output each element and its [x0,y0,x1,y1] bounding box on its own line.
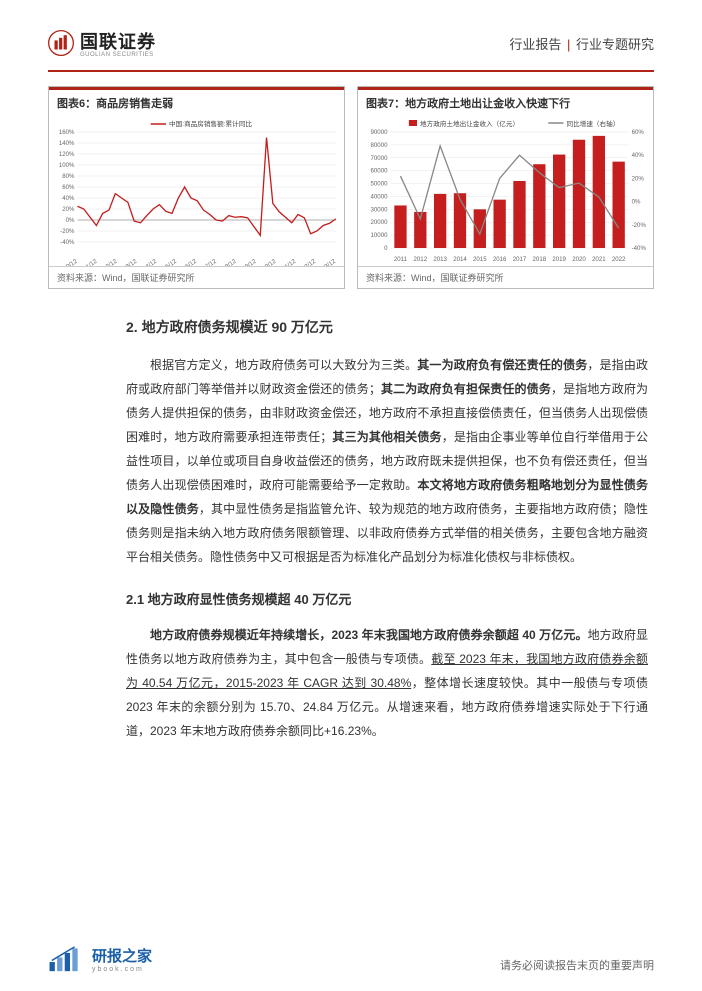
chart-7-plot: 0 10000 20000 30000 40000 50000 60000 70000 8000… [358,116,653,266]
report-type: 行业报告 | 行业专题研究 [509,34,654,53]
svg-text:2017: 2017 [513,257,527,263]
svg-text:2021: 2021 [592,257,606,263]
svg-text:同比增速（右轴）: 同比增速（右轴） [567,119,620,128]
svg-text:70000: 70000 [371,156,389,162]
svg-text:2010/12: 2010/12 [57,258,79,266]
svg-text:20%: 20% [632,176,645,182]
svg-text:2022/12: 2022/12 [296,258,318,266]
svg-text:50000: 50000 [371,182,389,188]
company-name-cn: 国联证券 [80,28,156,54]
svg-text:2015/12: 2015/12 [156,258,178,266]
footer-disclaimer: 请务必阅读报告末页的重要声明 [500,957,654,973]
chart-6-title: 图表6：商品房销售走弱 [57,98,173,110]
svg-text:80000: 80000 [371,143,389,149]
company-name-en: GUOLIAN SECURITIES [80,52,156,58]
svg-text:160%: 160% [59,130,75,136]
company-logo: 国联证券 GUOLIAN SECURITIES [48,28,156,58]
charts-row: 图表6：商品房销售走弱 -40% -20% 0% 20% 40% 60% 80% 100% 12… [48,86,654,289]
svg-text:-40%: -40% [60,240,75,246]
svg-text:2016: 2016 [493,257,507,263]
page-header: 国联证券 GUOLIAN SECURITIES 行业报告 | 行业专题研究 [48,28,654,64]
svg-text:60%: 60% [62,185,75,191]
svg-text:2015: 2015 [473,257,487,263]
svg-text:2013: 2013 [433,257,447,263]
svg-text:2018/12: 2018/12 [216,258,238,266]
chart-6-container: 图表6：商品房销售走弱 -40% -20% 0% 20% 40% 60% 80% 100% 12… [48,86,345,289]
report-type-left: 行业报告 [509,37,561,52]
footer-url: ybook.com [92,966,152,973]
svg-text:地方政府土地出让金收入（亿元）: 地方政府土地出让金收入（亿元） [420,119,519,128]
svg-text:140%: 140% [59,141,75,147]
svg-text:-20%: -20% [632,223,647,229]
section-2-1-para-1: 地方政府债券规模近年持续增长，2023 年末我国地方政府债券余额超 40 万亿元… [126,623,648,743]
svg-text:2011: 2011 [394,257,408,263]
svg-text:20000: 20000 [371,220,389,226]
svg-text:40%: 40% [632,153,645,159]
svg-text:2020/12: 2020/12 [256,258,278,266]
svg-text:2019/12: 2019/12 [236,258,258,266]
section-2-heading: 2. 地方政府债务规模近 90 万亿元 [126,313,648,341]
svg-text:-40%: -40% [632,246,647,252]
footer-brand: 研报之家 [92,945,152,966]
svg-text:0%: 0% [66,218,75,224]
svg-text:2017/12: 2017/12 [196,258,218,266]
svg-text:2012: 2012 [414,257,428,263]
page-footer: 研报之家 ybook.com 请务必阅读报告末页的重要声明 [0,945,702,973]
svg-text:60000: 60000 [371,169,389,175]
svg-text:2014: 2014 [453,257,467,263]
svg-text:20%: 20% [62,207,75,213]
chart-7-source: 资料来源：Wind，国联证券研究所 [358,266,653,288]
header-rule [48,70,654,72]
guolian-logo-icon [48,30,74,56]
ybook-logo-icon [48,945,86,973]
section-2-1-heading: 2.1 地方政府显性债务规模超 40 万亿元 [126,587,648,613]
svg-text:30000: 30000 [371,207,389,213]
svg-text:2020: 2020 [572,257,586,263]
svg-text:中国:商品房销售额:累计同比: 中国:商品房销售额:累计同比 [169,119,252,128]
chart-6-source: 资料来源：Wind，国联证券研究所 [49,266,344,288]
svg-text:2022: 2022 [612,257,626,263]
section-2-para-1: 根据官方定义，地方政府债务可以大致分为三类。其一为政府负有偿还责任的债务，是指由… [126,353,648,569]
report-type-right: 行业专题研究 [576,37,654,52]
svg-text:80%: 80% [62,174,75,180]
svg-text:2011/12: 2011/12 [77,258,99,266]
svg-text:2012/12: 2012/12 [97,258,119,266]
chart-6-plot: -40% -20% 0% 20% 40% 60% 80% 100% 120% 140% 160% 20… [49,116,344,266]
svg-text:2023/12: 2023/12 [315,258,337,266]
svg-text:40000: 40000 [371,194,389,200]
svg-text:2014/12: 2014/12 [137,258,159,266]
svg-text:2013/12: 2013/12 [117,258,139,266]
svg-text:40%: 40% [62,196,75,202]
svg-text:0: 0 [384,246,388,252]
svg-text:-20%: -20% [60,229,75,235]
svg-text:60%: 60% [632,130,645,136]
svg-text:2021/12: 2021/12 [276,258,298,266]
svg-text:120%: 120% [59,152,75,158]
separator-icon: | [567,37,570,52]
svg-text:90000: 90000 [371,130,389,136]
body-text: 2. 地方政府债务规模近 90 万亿元 根据官方定义，地方政府债务可以大致分为三… [48,313,654,743]
svg-text:2016/12: 2016/12 [176,258,198,266]
chart-7-container: 图表7：地方政府土地出让金收入快速下行 0 10000 20000 30000 4000… [357,86,654,289]
chart-7-title: 图表7：地方政府土地出让金收入快速下行 [366,98,570,110]
footer-logo: 研报之家 ybook.com [48,945,152,973]
svg-text:2018: 2018 [533,257,547,263]
svg-text:10000: 10000 [371,233,389,239]
svg-text:100%: 100% [59,163,75,169]
svg-text:0%: 0% [632,200,641,206]
svg-text:2019: 2019 [552,257,566,263]
